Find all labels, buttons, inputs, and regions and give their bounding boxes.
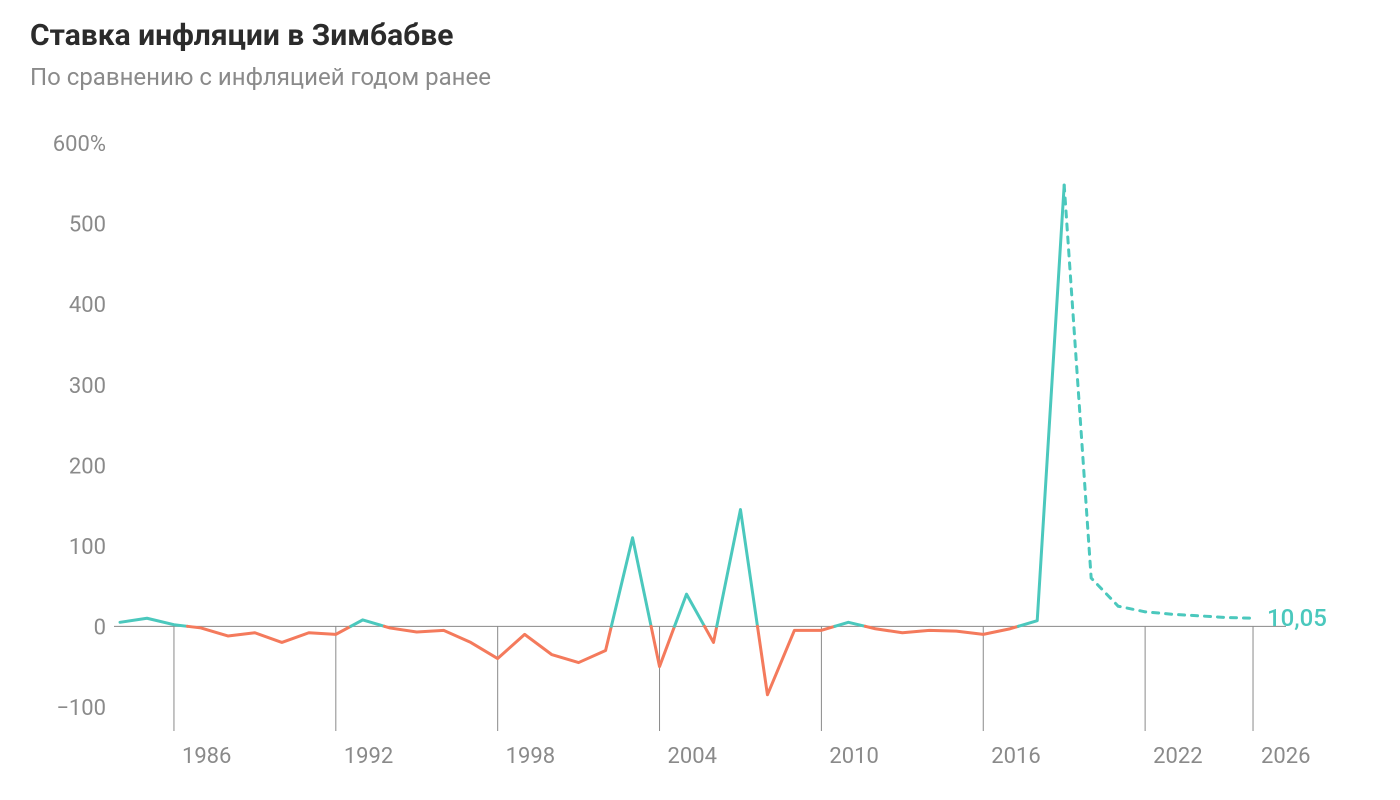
line-segment-positive xyxy=(351,620,385,626)
x-tick-label: 2026 xyxy=(1261,744,1310,769)
y-tick-label: 600% xyxy=(53,132,106,157)
y-tick-label: 200 xyxy=(69,454,106,479)
end-value-label: 10,05 xyxy=(1267,604,1327,632)
line-segment-negative xyxy=(651,626,674,666)
line-segment-positive xyxy=(717,510,758,627)
line-segment-positive xyxy=(611,538,651,627)
x-tick-label: 1998 xyxy=(506,744,555,769)
y-tick-label: −100 xyxy=(56,696,106,721)
x-tick-label: 2022 xyxy=(1153,744,1202,769)
line-segment-positive xyxy=(120,618,187,626)
chart-subtitle: По сравнению с инфляцией годом ранее xyxy=(30,63,1370,91)
y-tick-label: 0 xyxy=(94,615,106,640)
chart-area: −100 0 100 200 300 400 500 600% 1986 1992 1998 2004… xyxy=(30,101,1370,781)
line-segment-negative xyxy=(865,626,1018,634)
y-tick-label: 100 xyxy=(69,535,106,560)
x-tick-label: 1992 xyxy=(344,744,393,769)
x-tick-label: 2010 xyxy=(829,744,878,769)
x-tick-label: 2004 xyxy=(668,744,717,769)
projection-line xyxy=(1064,185,1253,618)
y-tick-label: 400 xyxy=(69,293,106,318)
x-tick-label: 2016 xyxy=(991,744,1040,769)
line-segment-negative xyxy=(705,626,717,642)
line-chart: −100 0 100 200 300 400 500 600% 1986 1992 1998 2004… xyxy=(30,101,1370,781)
line-segment-positive xyxy=(675,594,705,626)
line-segment-positive xyxy=(1018,185,1064,626)
y-tick-label: 300 xyxy=(69,374,106,399)
line-segment-negative xyxy=(187,626,350,642)
y-tick-label: 500 xyxy=(69,213,106,238)
line-segment-positive xyxy=(835,622,865,626)
line-segment-negative xyxy=(757,626,834,694)
chart-title: Ставка инфляции в Зимбабве xyxy=(30,18,1370,53)
x-tick-label: 1986 xyxy=(182,744,231,769)
